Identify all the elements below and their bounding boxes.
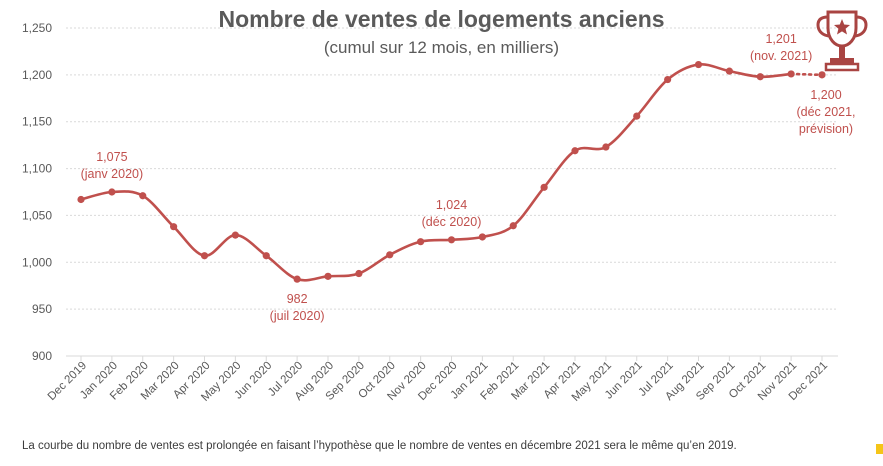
series-line [80,63,792,282]
y-tick-label: 900 [32,349,52,363]
data-point [540,183,548,191]
data-point [262,252,270,260]
data-point [108,188,116,196]
data-point [633,112,641,120]
data-label: 982 [287,292,308,306]
data-point [355,269,363,278]
data-label: 1,075 [96,150,127,164]
data-point [787,70,795,78]
data-point [478,233,486,241]
data-point [447,236,456,244]
y-tick-label: 1,100 [22,162,52,176]
data-label: 1,200 [810,88,841,102]
y-tick-label: 1,000 [22,255,52,269]
chart-subtitle: (cumul sur 12 mois, en milliers) [323,38,560,57]
forecast-point [818,71,826,79]
data-point [664,75,672,84]
data-point [602,143,610,151]
data-point [571,147,579,155]
data-point [139,192,147,200]
data-point [293,275,301,283]
y-tick-label: 1,050 [22,208,52,222]
data-label: (janv 2020) [81,167,144,181]
data-point [231,231,239,239]
data-label: 1,201 [765,32,796,46]
data-label: (juil 2020) [270,309,325,323]
data-label: (déc 2020) [422,215,482,229]
data-point [324,272,332,280]
data-point [417,238,425,246]
data-point [386,251,394,259]
trophy-icon [816,10,868,72]
data-point [77,195,85,204]
data-label: (déc 2021, [796,105,855,119]
y-tick-label: 1,250 [22,21,52,35]
data-point [170,223,178,231]
data-point [509,222,517,230]
y-tick-label: 1,150 [22,115,52,129]
data-point [694,60,703,69]
data-point [725,67,733,75]
forecast-line [789,72,824,77]
data-label: 1,024 [436,198,467,212]
y-tick-label: 950 [32,302,52,316]
data-label: prévision) [799,122,853,136]
data-point [756,73,764,81]
accent-mark [876,444,883,454]
y-tick-label: 1,200 [22,68,52,82]
data-label: (nov. 2021) [750,49,812,63]
footnote: La courbe du nombre de ventes est prolon… [22,440,737,452]
data-point [200,252,209,260]
